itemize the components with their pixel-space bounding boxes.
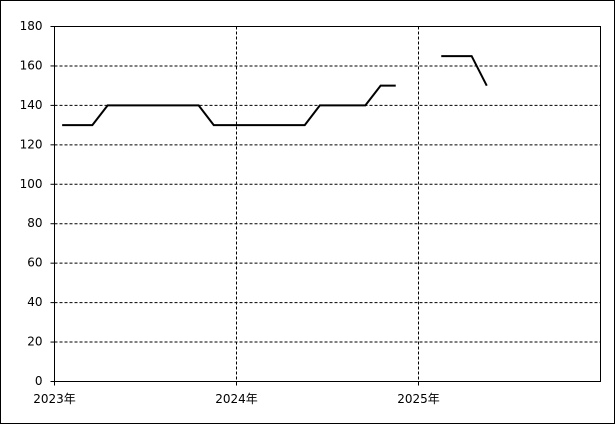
y-tick-label: 60 (27, 256, 42, 270)
x-tick-label: 2024年 (215, 392, 258, 406)
y-tick-label: 180 (20, 19, 43, 33)
data-line (62, 55, 488, 127)
y-tick-label: 160 (20, 58, 43, 72)
x-tick-label: 2025年 (397, 392, 440, 406)
y-tick-label: 40 (27, 295, 42, 309)
y-tick-label: 120 (20, 137, 43, 151)
y-tick-label: 100 (20, 177, 43, 191)
x-tick-label: 2023年 (33, 392, 76, 406)
y-tick-label: 80 (27, 216, 42, 230)
y-tick-label: 140 (20, 98, 43, 112)
plot-frame (54, 26, 601, 382)
y-tick-label: 20 (27, 335, 42, 349)
y-tick-label: 0 (35, 374, 43, 388)
